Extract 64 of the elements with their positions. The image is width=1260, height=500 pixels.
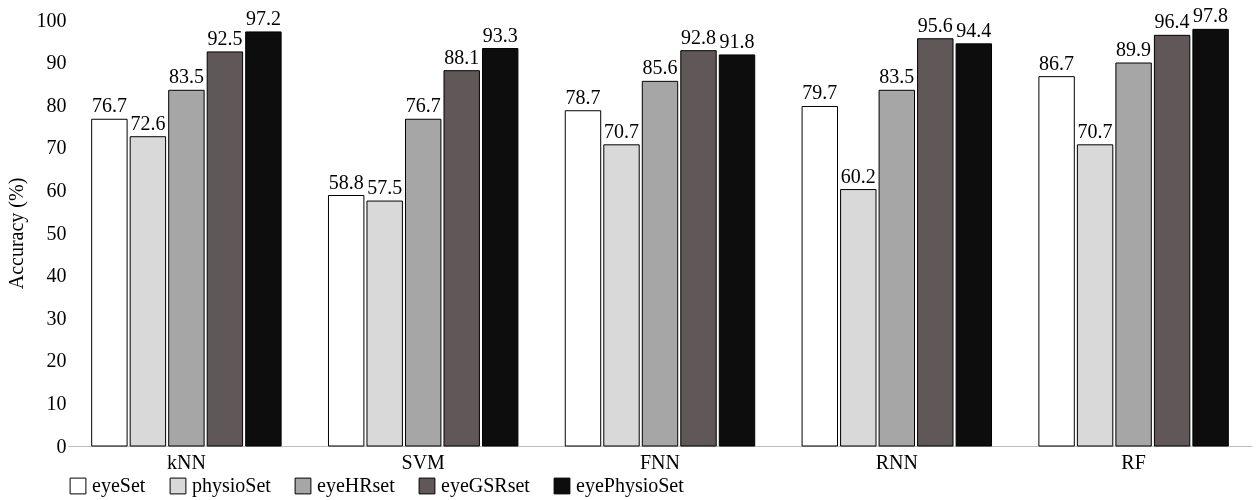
data-label: 79.7 [802,81,838,104]
y-tick-label: 10 [46,391,67,414]
data-label: 83.5 [879,65,915,88]
data-label: 86.7 [1039,51,1075,74]
bar [603,144,640,447]
bar [1076,144,1114,447]
y-tick-label: 90 [46,51,67,74]
x-tick-label: kNN [166,450,206,473]
x-tick-label: SVM [401,450,446,473]
bar [718,54,756,447]
bar [801,105,838,447]
y-tick-label: 0 [56,434,67,457]
y-tick-label: 20 [46,349,67,372]
data-label: 92.8 [681,25,716,48]
y-tick-label: 40 [46,264,67,287]
legend-label: eyeGSRset [441,474,531,497]
data-label: 60.2 [840,164,876,187]
bar [91,118,128,447]
y-tick-label: 50 [46,221,67,244]
bar [680,50,717,447]
x-tick-label: RNN [875,450,918,473]
data-label: 70.7 [604,119,639,142]
data-label: 97.2 [245,6,281,29]
x-tick-label: RF [1121,450,1146,473]
bar [168,89,205,447]
bar [482,48,519,447]
bar [641,80,679,447]
bar [1038,76,1075,447]
y-tick-label: 70 [46,136,67,159]
data-label: 97.8 [1193,4,1229,27]
data-label: 96.4 [1154,10,1190,33]
data-label: 78.7 [565,85,601,108]
legend-label: physioSet [192,474,272,497]
data-label: 85.6 [642,56,678,79]
y-tick-label: 80 [46,93,67,116]
legend-label: eyeSet [92,474,146,497]
data-label: 92.5 [207,26,243,49]
bar [564,110,602,447]
data-label: 94.4 [956,18,992,41]
data-label: 76.7 [91,94,127,117]
data-label: 57.5 [367,176,403,199]
data-label: 89.9 [1116,38,1152,61]
data-label: 95.6 [917,13,953,36]
bar [1192,28,1229,447]
data-label: 88.1 [444,45,480,68]
data-label: 83.5 [168,65,204,88]
data-label: 58.8 [328,170,364,193]
y-tick-label: 100 [36,8,67,31]
y-axis-title: Accuracy (%) [4,177,28,290]
bar [245,31,282,447]
data-label: 72.6 [130,111,166,134]
bar [206,51,244,447]
data-label: 70.7 [1077,119,1113,142]
x-tick-label: FNN [639,450,681,473]
legend-label: eyeHRset [317,474,396,497]
y-tick-label: 30 [46,306,67,329]
data-label: 91.8 [719,29,755,52]
legend-label: eyePhysioSet [576,474,685,497]
bar [1153,34,1191,447]
data-label: 76.7 [405,94,441,117]
bar [129,136,167,447]
data-label: 93.3 [482,23,518,46]
y-tick-label: 60 [46,178,67,201]
bar [1115,62,1152,447]
